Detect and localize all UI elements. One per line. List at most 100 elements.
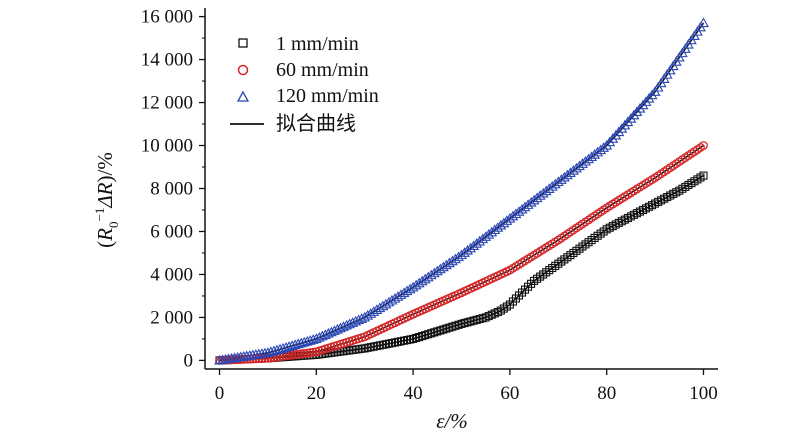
- triangle-marker: [519, 201, 531, 212]
- y-tick-label: 16 000: [141, 7, 193, 28]
- triangle-marker: [537, 187, 549, 198]
- y-axis-title-sup: −1: [92, 208, 107, 222]
- series-2-markers: [214, 17, 709, 365]
- triangle-marker: [571, 162, 582, 173]
- triangle-marker: [625, 113, 637, 123]
- triangle-marker: [504, 212, 516, 223]
- triangle-marker: [646, 89, 658, 100]
- y-tick-label: 12 000: [141, 93, 193, 114]
- legend-item-60mm: 60 mm/min: [237, 59, 369, 81]
- legend-item-120mm: 120 mm/min: [236, 85, 379, 107]
- triangle-marker: [474, 235, 486, 246]
- triangle-marker: [531, 192, 543, 203]
- triangle-marker: [528, 194, 540, 205]
- triangle-marker: [555, 174, 567, 184]
- triangle-marker: [574, 160, 585, 171]
- y-tick-label: 0: [184, 350, 194, 371]
- triangle-marker: [546, 180, 558, 191]
- y-axis-title-R: R: [93, 228, 117, 242]
- triangle-marker: [643, 92, 655, 103]
- x-tick-label: 100: [689, 383, 718, 404]
- square-marker: [699, 171, 708, 180]
- x-tick-label: 40: [404, 383, 423, 404]
- triangle-marker: [540, 185, 552, 196]
- triangle-marker: [486, 226, 498, 237]
- legend-square-marker: [238, 38, 248, 48]
- triangle-marker: [462, 244, 473, 255]
- triangle-marker: [510, 208, 522, 219]
- triangle-marker: [543, 183, 555, 193]
- y-ticks: 0 2 000 4 000 6 000 8 000 10 000 12 000 14 000 1…: [141, 7, 205, 371]
- circle-marker: [305, 348, 315, 358]
- triangle-marker: [583, 153, 594, 164]
- triangle-marker: [471, 238, 483, 248]
- legend-item-1mm: 1 mm/min: [238, 33, 359, 55]
- triangle-marker: [598, 142, 610, 152]
- series-1-markers: [215, 141, 708, 365]
- triangle-marker: [567, 165, 579, 175]
- x-tick-label: 20: [307, 383, 326, 404]
- legend-label-60mm: 60 mm/min: [276, 59, 369, 81]
- legend-triangle-marker: [236, 90, 250, 102]
- triangle-marker: [534, 190, 546, 200]
- triangle-marker: [498, 217, 510, 228]
- data-markers: [214, 17, 709, 365]
- legend-label-1mm: 1 mm/min: [276, 33, 359, 55]
- triangle-marker: [592, 146, 604, 157]
- triangle-marker: [619, 119, 631, 130]
- y-tick-label: 10 000: [141, 136, 193, 157]
- triangle-marker: [634, 102, 646, 113]
- triangle-marker: [589, 149, 601, 159]
- triangle-marker: [628, 109, 640, 120]
- x-tick-label: 0: [215, 383, 225, 404]
- triangle-marker: [501, 215, 513, 225]
- circle-marker: [296, 349, 306, 359]
- legend-label-fit: 拟合曲线: [276, 112, 356, 135]
- triangle-marker: [610, 129, 622, 140]
- triangle-marker: [552, 176, 564, 187]
- circle-marker: [308, 347, 318, 357]
- triangle-marker: [522, 199, 534, 209]
- circle-marker: [290, 350, 300, 360]
- triangle-marker: [586, 151, 598, 161]
- circle-marker: [302, 348, 312, 358]
- triangle-marker: [604, 136, 616, 147]
- y-tick-label: 8 000: [150, 179, 193, 200]
- fit-line-0: [219, 174, 704, 362]
- triangle-marker: [607, 133, 619, 143]
- triangle-marker: [561, 169, 573, 180]
- legend-circle-marker: [237, 64, 249, 76]
- circle-marker: [287, 350, 297, 360]
- triangle-marker: [601, 139, 613, 150]
- triangle-marker: [477, 233, 489, 244]
- triangle-marker: [468, 240, 480, 251]
- triangle-marker: [489, 224, 501, 235]
- triangle-marker: [622, 116, 634, 127]
- circle-marker: [293, 349, 303, 359]
- circle-marker: [699, 141, 708, 150]
- triangle-marker: [513, 206, 525, 216]
- triangle-marker: [637, 99, 649, 110]
- legend-item-fit: 拟合曲线: [230, 112, 356, 135]
- triangle-marker: [595, 144, 607, 155]
- triangle-marker: [459, 247, 470, 257]
- y-tick-label: 2 000: [150, 307, 193, 328]
- series-0-markers: [215, 171, 708, 365]
- y-tick-label: 6 000: [150, 221, 193, 242]
- y-axis-title-sub: 0: [106, 222, 121, 229]
- triangle-marker: [507, 210, 519, 221]
- triangle-marker: [616, 123, 628, 133]
- triangle-marker: [549, 178, 561, 189]
- triangle-marker: [465, 242, 477, 253]
- x-tick-label: 80: [597, 383, 616, 404]
- triangle-marker: [698, 17, 709, 28]
- triangle-marker: [492, 222, 504, 232]
- legend: 1 mm/min 60 mm/min 120 mm/min 拟合曲线: [230, 33, 379, 135]
- triangle-marker: [516, 203, 528, 214]
- triangle-marker: [577, 158, 588, 168]
- y-axis-title-delta: ΔR: [93, 182, 117, 208]
- triangle-marker: [613, 126, 625, 137]
- x-ticks: 0 20 40 60 80 100: [215, 369, 718, 404]
- y-axis-title-open: (: [93, 241, 117, 248]
